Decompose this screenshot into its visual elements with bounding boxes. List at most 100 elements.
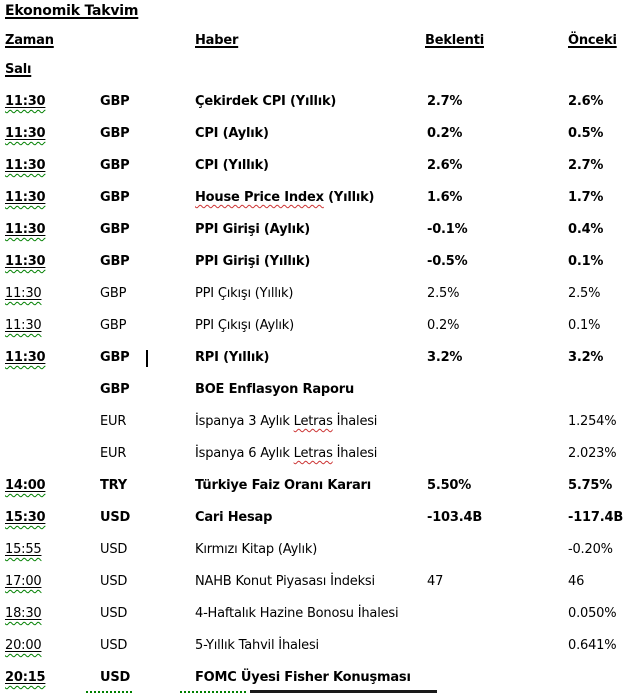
calendar-row: 11:30 GBP Çekirdek CPI (Yıllık) 2.7% 2.6… — [0, 90, 635, 122]
currency-cell: GBP — [100, 158, 130, 173]
forecast-cell: -0.5% — [427, 254, 468, 269]
previous-cell: 0.1% — [568, 254, 604, 269]
forecast-cell: 2.7% — [427, 94, 463, 109]
grammar-wavy-underline: 11:30 — [5, 190, 46, 205]
previous-cell: 5.75% — [568, 478, 613, 493]
calendar-row: 11:30 GBP CPI (Aylık) 0.2% 0.5% — [0, 122, 635, 154]
time-cell: 20:00 — [5, 638, 42, 653]
time-cell: 11:30 — [5, 94, 46, 109]
currency-cell: GBP — [100, 382, 130, 397]
news-cell: CPI (Aylık) — [195, 126, 269, 141]
grammar-wavy-underline: 20:15 — [5, 670, 46, 685]
previous-cell: 1.7% — [568, 190, 604, 205]
time-cell: 15:30 — [5, 510, 46, 525]
news-cell: PPI Çıkışı (Aylık) — [195, 318, 294, 333]
news-cell: RPI (Yıllık) — [195, 350, 270, 365]
column-header-news: Haber — [195, 33, 239, 48]
grammar-wavy-underline: 11:30 — [5, 350, 46, 365]
forecast-cell: 5.50% — [427, 478, 472, 493]
grammar-wavy-underline: 11:30 — [5, 126, 46, 141]
forecast-cell: 2.5% — [427, 286, 460, 301]
currency-cell: USD — [100, 606, 128, 621]
currency-cell: EUR — [100, 414, 127, 429]
calendar-row: 15:55 USD Kırmızı Kitap (Aylık) -0.20% — [0, 538, 635, 570]
previous-cell: 1.254% — [568, 414, 617, 429]
calendar-rows: 11:30 GBP Çekirdek CPI (Yıllık) 2.7% 2.6… — [0, 90, 635, 698]
news-cell: FOMC Üyesi Fisher Konuşması — [195, 670, 411, 685]
time-cell: 15:55 — [5, 542, 42, 557]
page-title: Ekonomik Takvim — [5, 3, 139, 19]
clipped-next-row-text-top — [250, 690, 437, 693]
news-cell: PPI Girişi (Aylık) — [195, 222, 311, 237]
news-cell: CPI (Yıllık) — [195, 158, 269, 173]
news-cell: PPI Girişi (Yıllık) — [195, 254, 311, 269]
time-cell: 11:30 — [5, 350, 46, 365]
previous-cell: 3.2% — [568, 350, 604, 365]
clipped-next-row-grammar-mark — [86, 691, 132, 693]
currency-cell: USD — [100, 574, 128, 589]
news-cell: 5-Yıllık Tahvil İhalesi — [195, 638, 319, 653]
grammar-wavy-underline: 15:55 — [5, 542, 42, 557]
time-cell: 11:30 — [5, 126, 46, 141]
grammar-wavy-underline: 11:30 — [5, 94, 46, 109]
currency-cell: USD — [100, 670, 131, 685]
previous-cell: 46 — [568, 574, 585, 589]
currency-cell: GBP — [100, 222, 130, 237]
grammar-wavy-underline: 20:00 — [5, 638, 42, 653]
previous-cell: 2.6% — [568, 94, 604, 109]
currency-cell: USD — [100, 638, 128, 653]
time-cell: 11:30 — [5, 254, 46, 269]
time-cell: 11:30 — [5, 222, 46, 237]
grammar-wavy-underline: 11:30 — [5, 286, 42, 301]
currency-cell: TRY — [100, 478, 127, 493]
currency-cell: USD — [100, 510, 131, 525]
time-cell: 18:30 — [5, 606, 42, 621]
grammar-wavy-underline: 15:30 — [5, 510, 46, 525]
news-cell: Çekirdek CPI (Yıllık) — [195, 94, 337, 109]
previous-cell: -0.20% — [568, 542, 613, 557]
calendar-row: EUR İspanya 3 Aylık Letras İhalesi 1.254… — [0, 410, 635, 442]
time-cell: 14:00 — [5, 478, 46, 493]
grammar-wavy-underline: 11:30 — [5, 222, 46, 237]
news-cell: PPI Çıkışı (Yıllık) — [195, 286, 294, 301]
time-cell: 17:00 — [5, 574, 42, 589]
calendar-row: 11:30 GBP PPI Girişi (Yıllık) -0.5% 0.1% — [0, 250, 635, 282]
previous-cell: 0.641% — [568, 638, 617, 653]
calendar-row: GBP BOE Enflasyon Raporu — [0, 378, 635, 410]
forecast-cell: 0.2% — [427, 126, 463, 141]
time-cell: 20:15 — [5, 670, 46, 685]
previous-cell: 2.7% — [568, 158, 604, 173]
previous-cell: -117.4B — [568, 510, 624, 525]
text-caret — [146, 350, 148, 367]
grammar-wavy-underline: 11:30 — [5, 158, 46, 173]
news-cell: House Price Index (Yıllık) — [195, 190, 375, 205]
previous-cell: 0.5% — [568, 126, 604, 141]
previous-cell: 0.050% — [568, 606, 617, 621]
calendar-row: 15:30 USD Cari Hesap -103.4B -117.4B — [0, 506, 635, 538]
news-cell: İspanya 3 Aylık Letras İhalesi — [195, 414, 378, 429]
time-cell: 11:30 — [5, 318, 42, 333]
calendar-row: 20:15 USD FOMC Üyesi Fisher Konuşması — [0, 666, 635, 698]
calendar-row: 11:30 GBP CPI (Yıllık) 2.6% 2.7% — [0, 154, 635, 186]
grammar-wavy-underline: 17:00 — [5, 574, 42, 589]
news-cell: BOE Enflasyon Raporu — [195, 382, 354, 397]
time-cell: 11:30 — [5, 158, 46, 173]
currency-cell: GBP — [100, 350, 130, 365]
forecast-cell: 47 — [427, 574, 444, 589]
time-cell: 11:30 — [5, 190, 46, 205]
currency-cell: GBP — [100, 254, 130, 269]
grammar-wavy-underline: 11:30 — [5, 318, 42, 333]
currency-cell: GBP — [100, 286, 127, 301]
forecast-cell: 0.2% — [427, 318, 460, 333]
news-cell: NAHB Konut Piyasası İndeksi — [195, 574, 375, 589]
grammar-wavy-underline: 11:30 — [5, 254, 46, 269]
news-cell: 4-Haftalık Hazine Bonosu İhalesi — [195, 606, 399, 621]
column-header-forecast: Beklenti — [425, 33, 484, 48]
calendar-row: EUR İspanya 6 Aylık Letras İhalesi 2.023… — [0, 442, 635, 474]
previous-cell: 2.5% — [568, 286, 601, 301]
spellcheck-wavy-underline: Letras — [293, 446, 333, 461]
currency-cell: USD — [100, 542, 128, 557]
news-cell: Türkiye Faiz Oranı Kararı — [195, 478, 372, 493]
calendar-row: 18:30 USD 4-Haftalık Hazine Bonosu İhale… — [0, 602, 635, 634]
